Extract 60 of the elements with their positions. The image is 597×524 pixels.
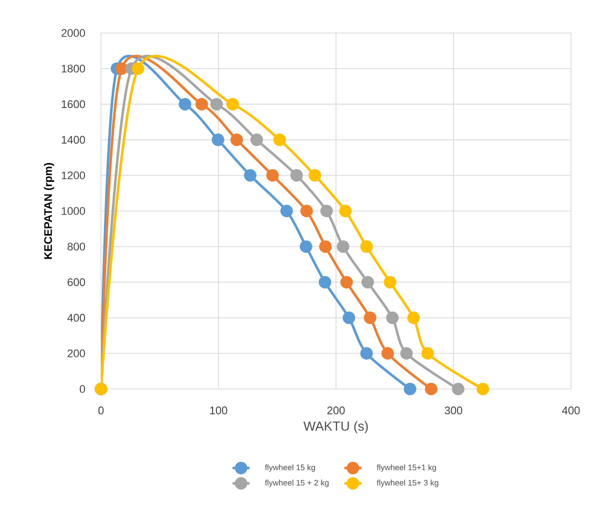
y-tick-label: 400 bbox=[67, 314, 86, 322]
x-tick-label: 300 bbox=[444, 406, 462, 414]
point bbox=[340, 276, 353, 288]
point bbox=[300, 204, 313, 218]
point bbox=[342, 312, 356, 324]
y-tick-label: 0 bbox=[80, 385, 86, 393]
point bbox=[210, 98, 223, 110]
point bbox=[115, 62, 128, 75]
y-tick-label: 1400 bbox=[62, 136, 86, 144]
y-tick-label: 200 bbox=[68, 350, 86, 358]
point bbox=[280, 204, 293, 218]
y-axis-title: KECEPATAN (rpm) bbox=[44, 162, 54, 259]
y-tick-label: 800 bbox=[68, 242, 86, 250]
legend-label: flywheel 15+1 kg bbox=[376, 464, 436, 472]
y-tick-label: 2000 bbox=[62, 29, 86, 37]
point bbox=[226, 98, 239, 110]
y-tick-label: 1200 bbox=[62, 172, 86, 180]
point bbox=[244, 169, 256, 182]
point bbox=[319, 240, 332, 253]
point bbox=[364, 312, 376, 324]
y-tick-label: 1600 bbox=[62, 100, 86, 108]
point bbox=[360, 347, 373, 360]
legend-label: flywheel 15 + 2 kg bbox=[264, 480, 329, 488]
x-axis-title: WAKTU (s) bbox=[303, 421, 368, 434]
point bbox=[336, 240, 350, 253]
point bbox=[407, 312, 420, 324]
point bbox=[308, 169, 322, 182]
point bbox=[421, 347, 434, 360]
point bbox=[452, 382, 464, 396]
point bbox=[476, 382, 490, 396]
point bbox=[339, 204, 352, 218]
point bbox=[318, 276, 332, 288]
point bbox=[386, 312, 399, 324]
point bbox=[384, 276, 396, 288]
point bbox=[178, 98, 192, 110]
x-tick-label: 0 bbox=[98, 406, 104, 414]
y-tick-label: 1000 bbox=[62, 207, 86, 215]
x-tick-label: 200 bbox=[327, 406, 345, 414]
point bbox=[212, 134, 224, 146]
point bbox=[132, 62, 144, 75]
point bbox=[273, 134, 286, 146]
point bbox=[400, 347, 413, 360]
legend-label: flywheel 15+ 3 kg bbox=[376, 480, 438, 488]
point bbox=[320, 204, 333, 218]
point bbox=[361, 276, 374, 288]
x-tick-label: 100 bbox=[210, 406, 228, 414]
point bbox=[195, 98, 208, 110]
point bbox=[404, 382, 416, 396]
y-tick-label: 1800 bbox=[62, 64, 86, 72]
point bbox=[424, 382, 438, 396]
x-tick-label: 400 bbox=[562, 406, 580, 414]
y-tick-label: 600 bbox=[68, 278, 86, 286]
point bbox=[360, 240, 373, 253]
legend-label: flywheel 15 kg bbox=[264, 464, 316, 472]
point bbox=[250, 134, 263, 146]
point bbox=[266, 169, 279, 182]
point bbox=[290, 169, 303, 182]
point bbox=[381, 347, 394, 360]
point bbox=[300, 240, 312, 253]
point bbox=[230, 134, 243, 146]
